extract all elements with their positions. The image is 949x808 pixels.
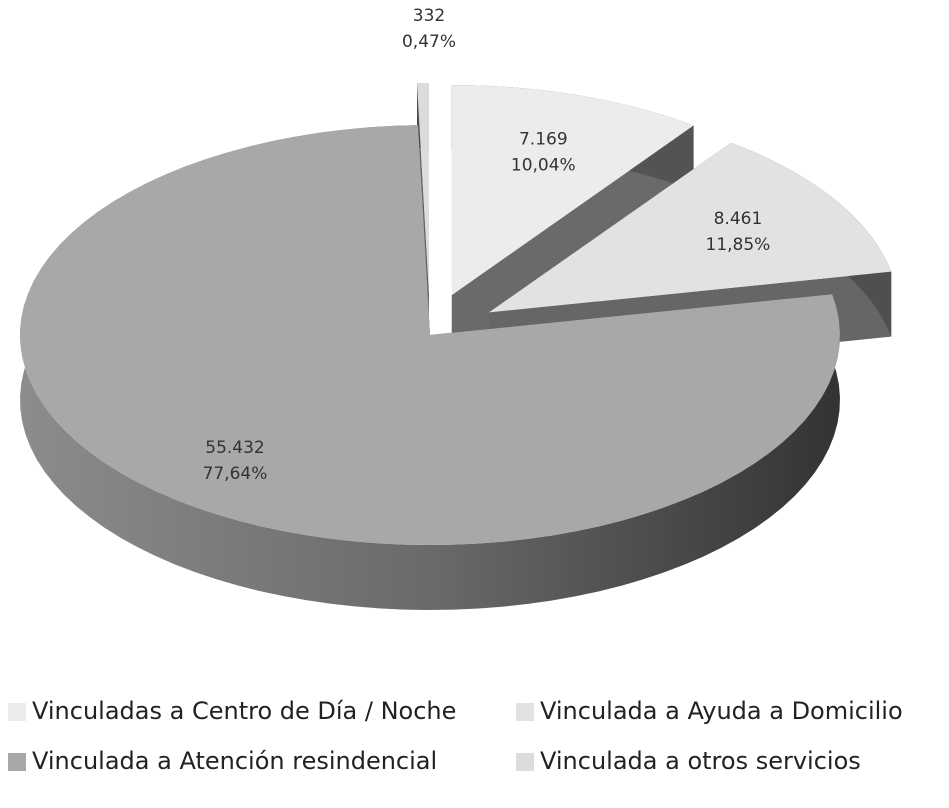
value-label: 7.169 <box>519 129 568 149</box>
legend-swatch <box>8 753 26 771</box>
percentage-label: 77,64% <box>203 464 268 484</box>
percentage-label: 10,04% <box>511 155 576 175</box>
legend-swatch <box>516 703 534 721</box>
legend-swatch <box>516 753 534 771</box>
value-label: 55.432 <box>205 438 264 458</box>
pie: 7.169 10,04% 8.461 11,85% 55.432 77,64% 332 0,4… <box>20 6 892 610</box>
percentage-label: 11,85% <box>706 235 771 255</box>
value-label: 332 <box>413 6 445 26</box>
slice <box>20 125 840 545</box>
percentage-label: 0,47% <box>402 32 456 52</box>
legend-label: Vinculada a otros servicios <box>540 747 861 775</box>
legend-label: Vinculada a Atención resindencial <box>32 747 437 775</box>
legend-swatch <box>8 703 26 721</box>
legend-label: Vinculada a Ayuda a Domicilio <box>540 697 903 725</box>
slice <box>489 142 892 313</box>
slice <box>416 83 429 294</box>
value-label: 8.461 <box>714 209 763 229</box>
legend-label: Vinculadas a Centro de Día / Noche <box>32 697 456 725</box>
legend: Vinculadas a Centro de Día / Noche Vincul… <box>8 697 903 775</box>
slice <box>451 85 694 296</box>
